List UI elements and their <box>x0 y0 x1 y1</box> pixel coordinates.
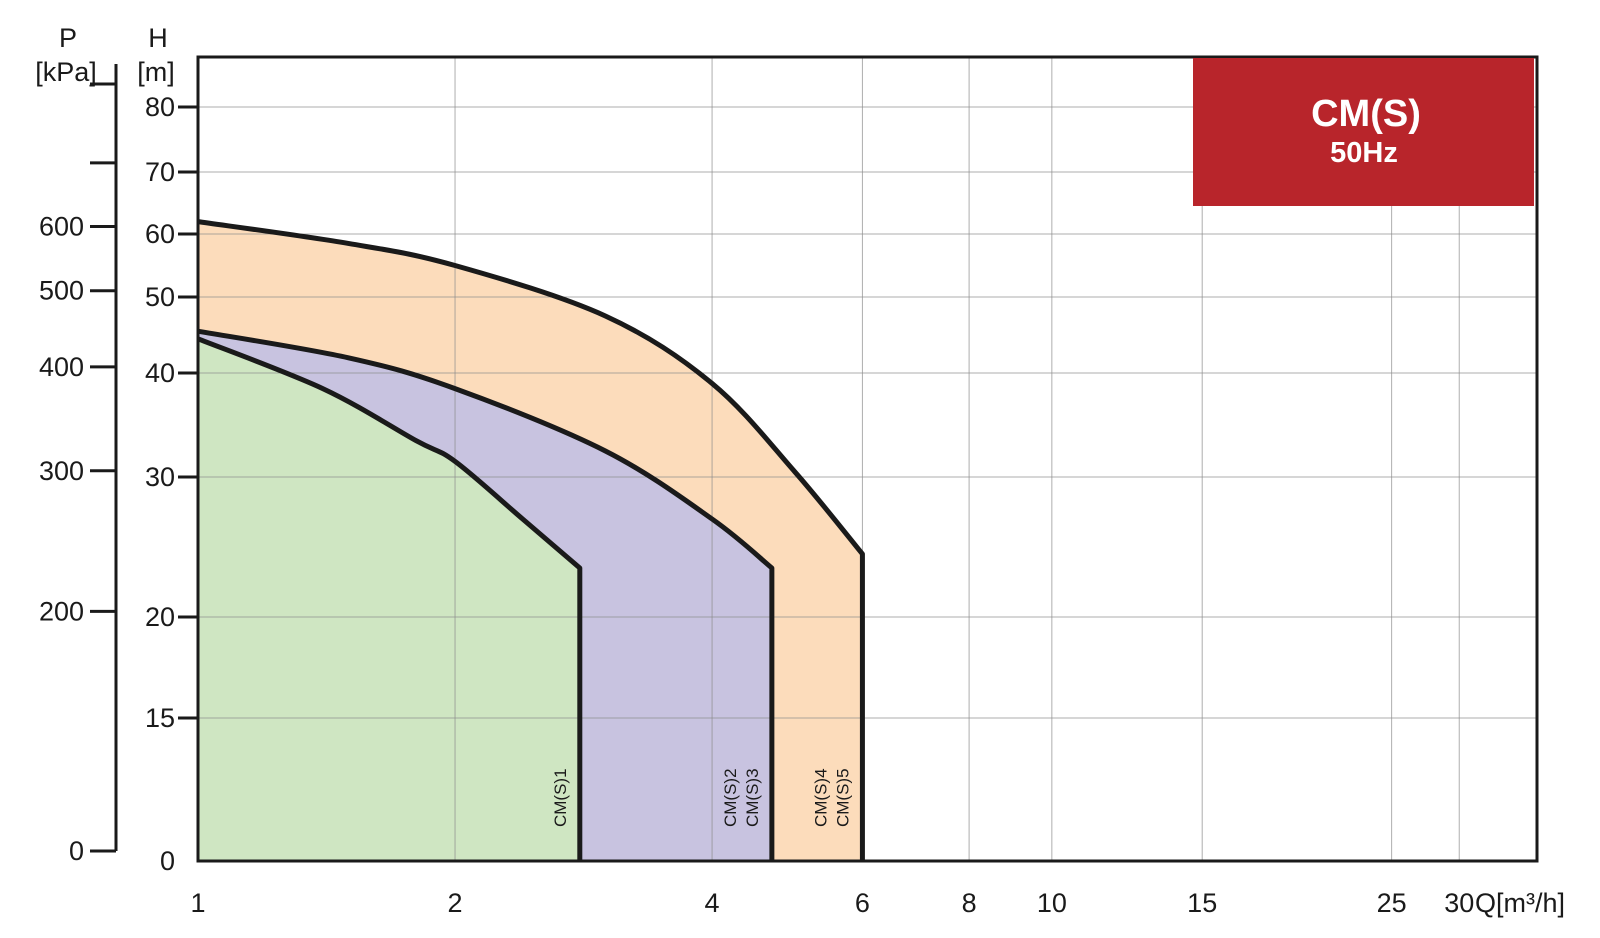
h-tick-label: 50 <box>145 282 175 312</box>
p-axis-unit: [kPa] <box>35 57 97 87</box>
series-curve-3 <box>197 336 583 861</box>
p-tick-label: 300 <box>39 456 84 486</box>
series-label: CM(S)3 <box>743 768 762 827</box>
h-axis-unit: [m] <box>137 57 175 87</box>
x-tick-label: 15 <box>1187 888 1217 918</box>
h-tick-label: 15 <box>145 703 175 733</box>
p-tick-label: 400 <box>39 352 84 382</box>
h-tick-label: 30 <box>145 462 175 492</box>
h-tick-label: 80 <box>145 92 175 122</box>
chart-subtitle: 50Hz <box>1330 137 1398 169</box>
series-label: CM(S)4 <box>811 768 830 827</box>
p-tick-label: 600 <box>39 212 84 242</box>
x-tick-label: 2 <box>448 888 463 918</box>
p-tick-label: 200 <box>39 596 84 626</box>
series-area-3 <box>198 338 580 861</box>
performance-curves <box>197 219 865 861</box>
h-axis-symbol: H <box>148 23 168 53</box>
x-axis-ticks: 1 2 4 6 8 10 15 25 30 <box>190 888 1474 918</box>
series-labels: CM(S)4 CM(S)5 CM(S)2 CM(S)3 CM(S)1 <box>551 768 853 827</box>
x-tick-label: 30 <box>1444 888 1474 918</box>
h-tick-label: 40 <box>145 358 175 388</box>
series-curve-1 <box>197 219 865 861</box>
p-axis-ticks: 0 200 300 400 500 600 <box>39 82 116 866</box>
x-axis-label: Q[m³/h] <box>1475 888 1565 918</box>
x-tick-label: 10 <box>1037 888 1067 918</box>
p-tick-label: 0 <box>69 836 84 866</box>
x-tick-label: 25 <box>1377 888 1407 918</box>
h-tick-label: 70 <box>145 157 175 187</box>
p-axis-symbol: P <box>59 23 77 53</box>
h-axis-ticks: 0 15 20 30 40 50 60 70 80 <box>145 92 198 876</box>
x-tick-label: 4 <box>705 888 720 918</box>
series-label: CM(S)1 <box>551 768 570 827</box>
performance-areas <box>198 221 863 862</box>
h-tick-label: 0 <box>160 846 175 876</box>
h-tick-label: 60 <box>145 219 175 249</box>
p-tick-label: 500 <box>39 276 84 306</box>
chart-title: CM(S) <box>1311 93 1421 135</box>
x-tick-label: 8 <box>962 888 977 918</box>
series-label: CM(S)2 <box>721 768 740 827</box>
h-tick-label: 20 <box>145 602 175 632</box>
x-tick-label: 1 <box>190 888 205 918</box>
series-label: CM(S)5 <box>833 768 852 827</box>
title-badge-background <box>1193 58 1534 206</box>
series-curve-2 <box>197 328 775 861</box>
x-tick-label: 6 <box>855 888 870 918</box>
title-badge: CM(S) 50Hz <box>1193 58 1534 206</box>
